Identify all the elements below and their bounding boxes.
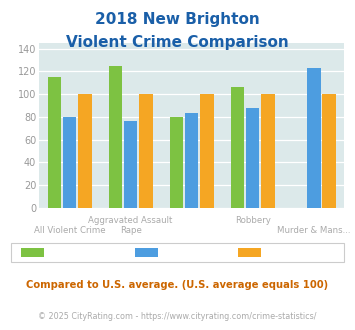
Bar xyxy=(109,66,122,208)
Text: All Violent Crime: All Violent Crime xyxy=(34,226,105,235)
Bar xyxy=(307,68,321,208)
Text: New Brighton: New Brighton xyxy=(51,248,132,257)
Text: Compared to U.S. average. (U.S. average equals 100): Compared to U.S. average. (U.S. average … xyxy=(26,280,329,290)
Bar xyxy=(170,117,183,208)
Text: 2018 New Brighton: 2018 New Brighton xyxy=(95,12,260,26)
Bar xyxy=(322,94,336,208)
Text: Robbery: Robbery xyxy=(235,216,271,225)
Bar xyxy=(139,94,153,208)
Bar xyxy=(48,77,61,208)
Bar xyxy=(63,117,76,208)
Bar xyxy=(261,94,275,208)
Text: Violent Crime Comparison: Violent Crime Comparison xyxy=(66,35,289,50)
Text: Pennsylvania: Pennsylvania xyxy=(165,248,243,257)
Text: Murder & Mans...: Murder & Mans... xyxy=(277,226,351,235)
Bar xyxy=(200,94,214,208)
Text: National: National xyxy=(268,248,318,257)
Bar xyxy=(78,94,92,208)
Text: Aggravated Assault: Aggravated Assault xyxy=(88,216,173,225)
Text: © 2025 CityRating.com - https://www.cityrating.com/crime-statistics/: © 2025 CityRating.com - https://www.city… xyxy=(38,312,317,321)
Bar xyxy=(185,114,198,208)
Bar xyxy=(246,108,260,208)
Text: Rape: Rape xyxy=(120,226,142,235)
Bar xyxy=(231,87,244,208)
Bar xyxy=(124,121,137,208)
